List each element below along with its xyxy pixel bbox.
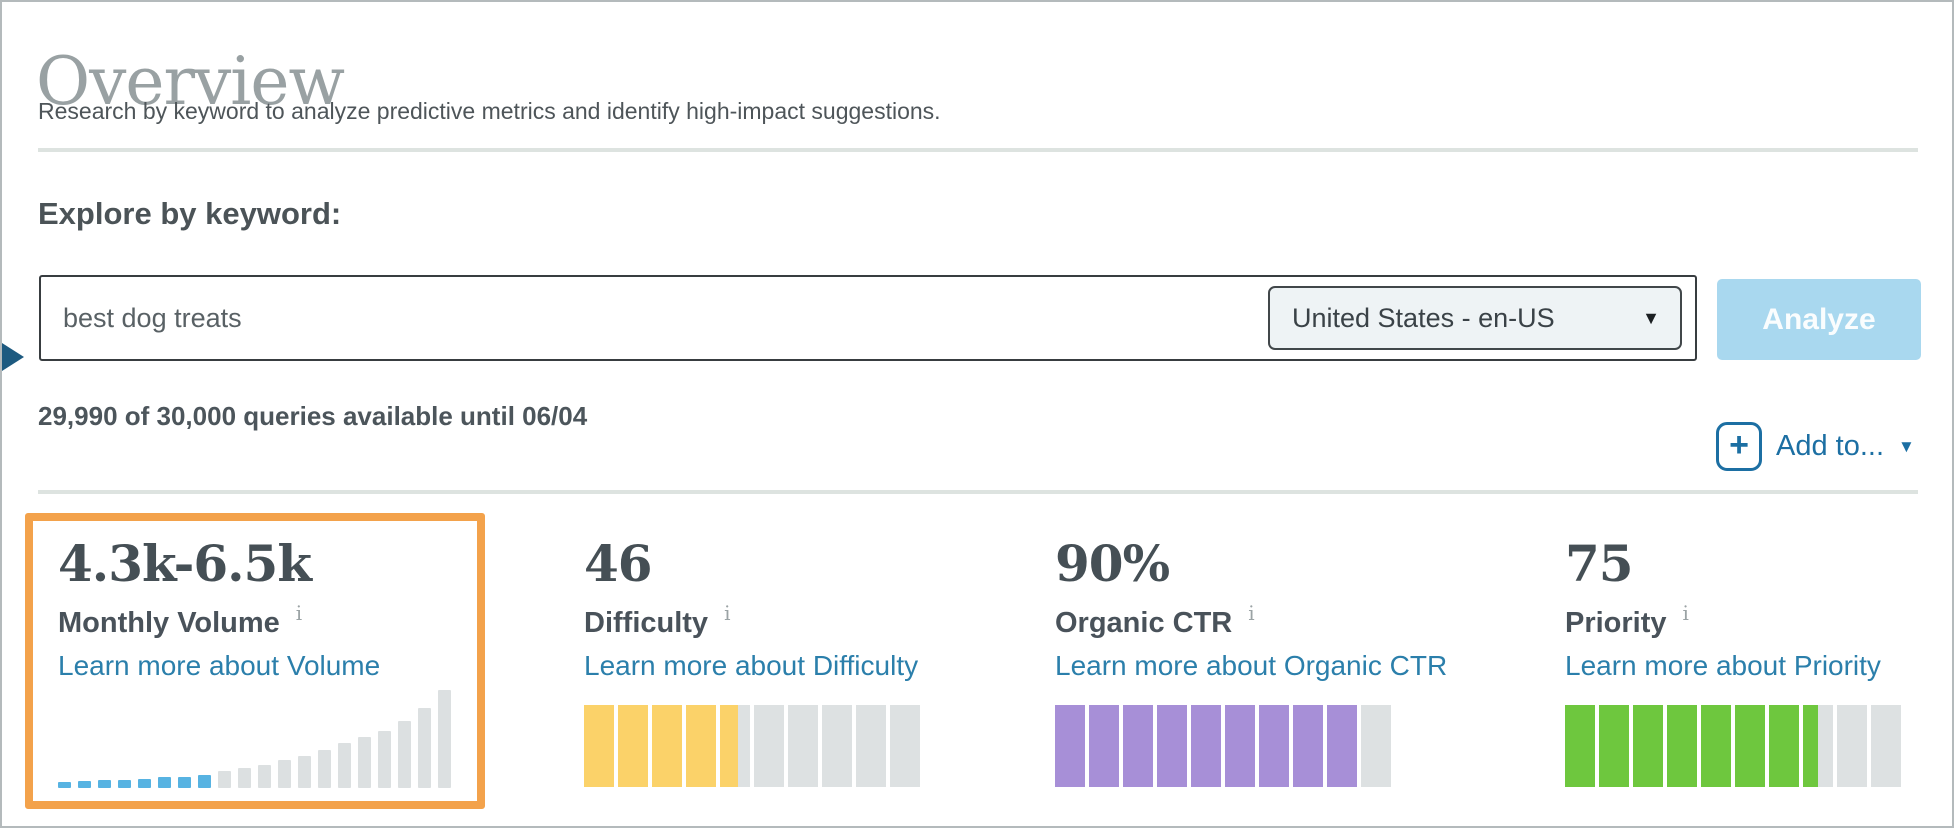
keyword-search-container: United States - en-US ▼ (39, 275, 1697, 361)
learn-more-link[interactable]: Learn more about Difficulty (584, 650, 919, 681)
learn-more-link[interactable]: Learn more about Volume (58, 650, 381, 681)
scroll-pointer-icon (2, 343, 24, 371)
learn-more-link[interactable]: Learn more about Organic CTR (1055, 650, 1448, 681)
metric-card-priority: 75 Priority i Learn more about Priority (1565, 513, 1905, 809)
metric-value: 90% (1055, 534, 1170, 593)
page-title: Overview (36, 43, 345, 121)
metric-card-monthly-volume: 4.3k-6.5k Monthly Volume i Learn more abo… (58, 513, 458, 809)
monthly-volume-sparkline-chart (58, 690, 456, 788)
metric-value: 46 (584, 534, 653, 593)
info-icon[interactable]: i (295, 601, 303, 625)
learn-more-link[interactable]: Learn more about Priority (1565, 650, 1881, 681)
metric-label: Organic CTR (1055, 607, 1233, 639)
metric-value: 4.3k-6.5k (58, 534, 312, 593)
header-divider (38, 148, 1918, 152)
metric-card-organic-ctr: 90% Organic CTR i Learn more about Organi… (1055, 513, 1447, 809)
explore-by-keyword-heading: Explore by keyword: (38, 196, 342, 231)
chevron-down-icon: ▼ (1898, 436, 1915, 456)
add-to-label: Add to... (1776, 430, 1885, 462)
plus-icon: + (1716, 422, 1762, 471)
analyze-button[interactable]: Analyze (1717, 279, 1921, 360)
chevron-down-icon: ▼ (1642, 307, 1660, 328)
cards-divider (38, 490, 1918, 494)
locale-select[interactable]: United States - en-US ▼ (1268, 286, 1682, 350)
add-to-button[interactable]: + Add to... ▼ (1716, 422, 1915, 471)
query-quota-text: 29,990 of 30,000 queries available until… (38, 401, 588, 431)
metric-value: 75 (1565, 534, 1634, 593)
page-subtitle: Research by keyword to analyze predictiv… (38, 98, 941, 124)
keyword-input[interactable] (41, 277, 1283, 359)
metric-label: Difficulty (584, 607, 709, 639)
locale-selected-value: United States - en-US (1292, 302, 1555, 333)
metric-label: Monthly Volume (58, 607, 280, 639)
info-icon[interactable]: i (724, 601, 731, 625)
info-icon[interactable]: i (1682, 601, 1689, 625)
difficulty-gauge-chart (584, 705, 920, 787)
metric-label: Priority (1565, 607, 1667, 639)
organic-ctr-gauge-chart (1055, 705, 1391, 787)
info-icon[interactable]: i (1248, 601, 1255, 625)
metric-card-difficulty: 46 Difficulty i Learn more about Difficul… (584, 513, 924, 809)
priority-gauge-chart (1565, 705, 1901, 787)
